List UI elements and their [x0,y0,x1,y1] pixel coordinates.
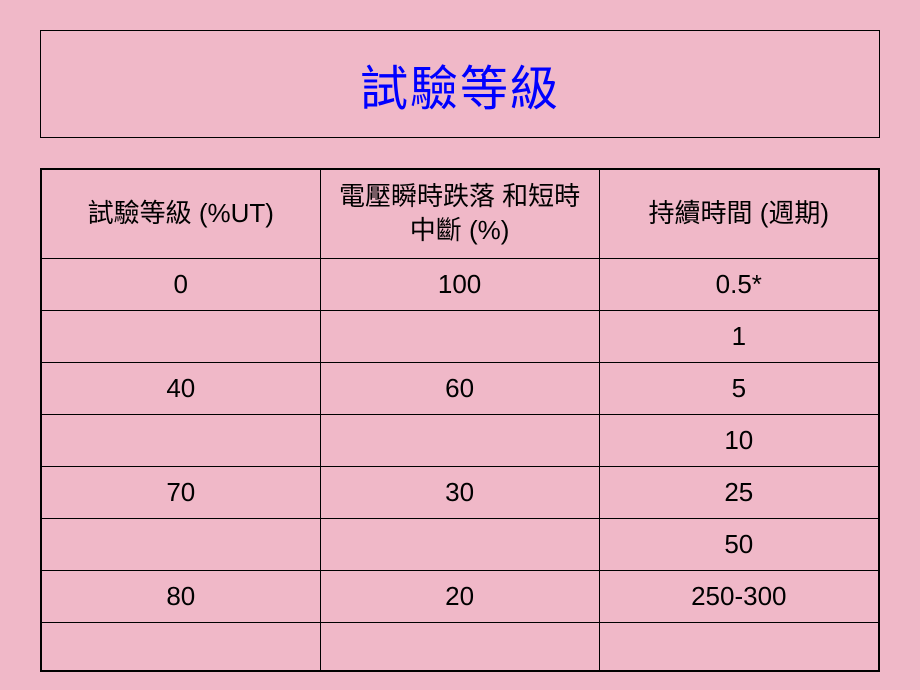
table-row: 50 [41,518,879,570]
table-cell [41,518,320,570]
title-container: 試驗等級 [40,30,880,138]
table-cell: 25 [599,466,879,518]
table-cell: 250-300 [599,570,879,622]
column-header-duration: 持續時間 (週期) [599,169,879,258]
table-row: 70 30 25 [41,466,879,518]
table-cell: 1 [599,310,879,362]
table-cell: 60 [320,362,599,414]
page-title: 試驗等級 [41,49,879,119]
table-cell: 5 [599,362,879,414]
table-row [41,622,879,671]
table-cell [320,622,599,671]
table-row: 10 [41,414,879,466]
table-cell [41,414,320,466]
table-cell [41,622,320,671]
table-cell [320,414,599,466]
table-cell: 100 [320,258,599,310]
table-row: 0 100 0.5* [41,258,879,310]
table-cell: 50 [599,518,879,570]
table-row: 40 60 5 [41,362,879,414]
table-cell: 0 [41,258,320,310]
table-cell [599,622,879,671]
test-level-table: 試驗等級 (%UT) 電壓瞬時跌落 和短時中斷 (%) 持續時間 (週期) 0 … [40,168,880,672]
table-row: 80 20 250-300 [41,570,879,622]
column-header-voltage-dip: 電壓瞬時跌落 和短時中斷 (%) [320,169,599,258]
table-header-row: 試驗等級 (%UT) 電壓瞬時跌落 和短時中斷 (%) 持續時間 (週期) [41,169,879,258]
table-cell [41,310,320,362]
table-cell: 10 [599,414,879,466]
table-cell: 20 [320,570,599,622]
table-cell: 0.5* [599,258,879,310]
table-row: 1 [41,310,879,362]
table-cell: 40 [41,362,320,414]
table-cell: 30 [320,466,599,518]
table-cell: 70 [41,466,320,518]
table-cell: 80 [41,570,320,622]
table-cell [320,310,599,362]
column-header-test-level: 試驗等級 (%UT) [41,169,320,258]
table-cell [320,518,599,570]
